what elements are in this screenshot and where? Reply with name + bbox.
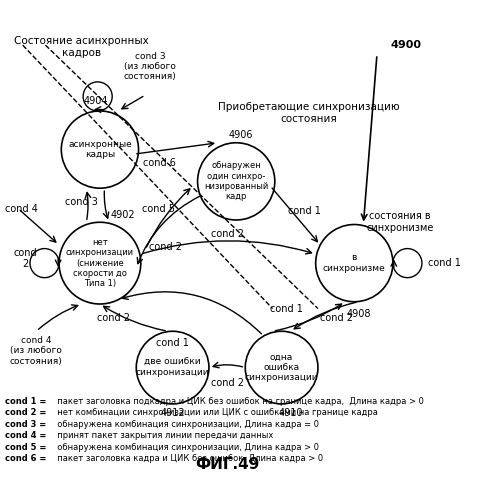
Text: cond 4: cond 4 (4, 204, 37, 214)
Text: в
синхронизме: в синхронизме (323, 253, 386, 273)
Text: пакет заголовка кадра и ЦИК без ошибок, Длина кадра > 0: пакет заголовка кадра и ЦИК без ошибок, … (52, 454, 323, 463)
Text: нет комбинации синхронизации или ЦИК с ошибками на границе кадра: нет комбинации синхронизации или ЦИК с о… (52, 409, 378, 418)
Text: cond 3: cond 3 (65, 197, 98, 207)
Text: cond 4 =: cond 4 = (4, 431, 46, 440)
Text: cond 6 =: cond 6 = (4, 454, 46, 463)
Text: cond 1: cond 1 (270, 303, 303, 313)
Text: cond 2: cond 2 (211, 378, 244, 389)
Text: асинхронные
кадры: асинхронные кадры (68, 140, 132, 159)
Text: cond 4
(из любого
состояния): cond 4 (из любого состояния) (10, 336, 63, 366)
Text: обнаружена комбинация синхронизации, Длина кадра > 0: обнаружена комбинация синхронизации, Дли… (52, 443, 319, 452)
Text: cond 5: cond 5 (143, 204, 175, 214)
Text: 4900: 4900 (391, 40, 421, 50)
Text: cond 1: cond 1 (428, 258, 461, 268)
Text: 4902: 4902 (110, 210, 135, 220)
Text: cond 5 =: cond 5 = (4, 443, 46, 452)
Text: cond 2: cond 2 (211, 229, 244, 239)
Text: cond 1: cond 1 (156, 338, 189, 348)
Text: cond 3 =: cond 3 = (4, 420, 46, 429)
Text: cond
2: cond 2 (13, 248, 37, 269)
Text: две ошибки
синхронизации: две ошибки синхронизации (136, 358, 209, 377)
Text: принят пакет закрытия линии передачи данных: принят пакет закрытия линии передачи дан… (52, 431, 273, 440)
Text: cond 1 =: cond 1 = (4, 397, 46, 406)
Text: Приобретающие синхронизацию
состояния: Приобретающие синхронизацию состояния (218, 102, 400, 124)
Text: пакет заголовка подкадра и ЦИК без ошибок на границе кадра,  Длина кадра > 0: пакет заголовка подкадра и ЦИК без ошибо… (52, 397, 424, 406)
Text: обнаружена комбинация синхронизации, Длина кадра = 0: обнаружена комбинация синхронизации, Дли… (52, 420, 319, 429)
Text: одна
ошибка
синхронизации: одна ошибка синхронизации (245, 353, 318, 383)
Text: ФИГ.49: ФИГ.49 (195, 457, 259, 472)
Text: cond 1: cond 1 (288, 206, 321, 216)
Text: cond 6: cond 6 (143, 158, 175, 168)
Text: состояния в
синхронизме: состояния в синхронизме (366, 212, 433, 233)
Text: нет
синхронизации
(снижение
скорости до
Типа 1): нет синхронизации (снижение скорости до … (66, 238, 134, 288)
Text: 4912: 4912 (160, 409, 185, 419)
Text: 4910: 4910 (278, 409, 303, 419)
Text: обнаружен
один синхро-
низированный
кадр: обнаружен один синхро- низированный кадр (204, 161, 269, 202)
Text: 4908: 4908 (346, 308, 371, 318)
Text: cond 2 =: cond 2 = (4, 409, 46, 418)
Text: Состояние асинхронных
кадров: Состояние асинхронных кадров (14, 36, 149, 57)
Text: cond 3
(из любого
состояния): cond 3 (из любого состояния) (123, 51, 176, 81)
Text: 4906: 4906 (228, 131, 253, 141)
Text: cond 2: cond 2 (97, 313, 130, 323)
Text: 4904: 4904 (83, 96, 108, 106)
Text: cond 2: cond 2 (319, 313, 353, 323)
Text: cond 2: cond 2 (149, 242, 182, 252)
